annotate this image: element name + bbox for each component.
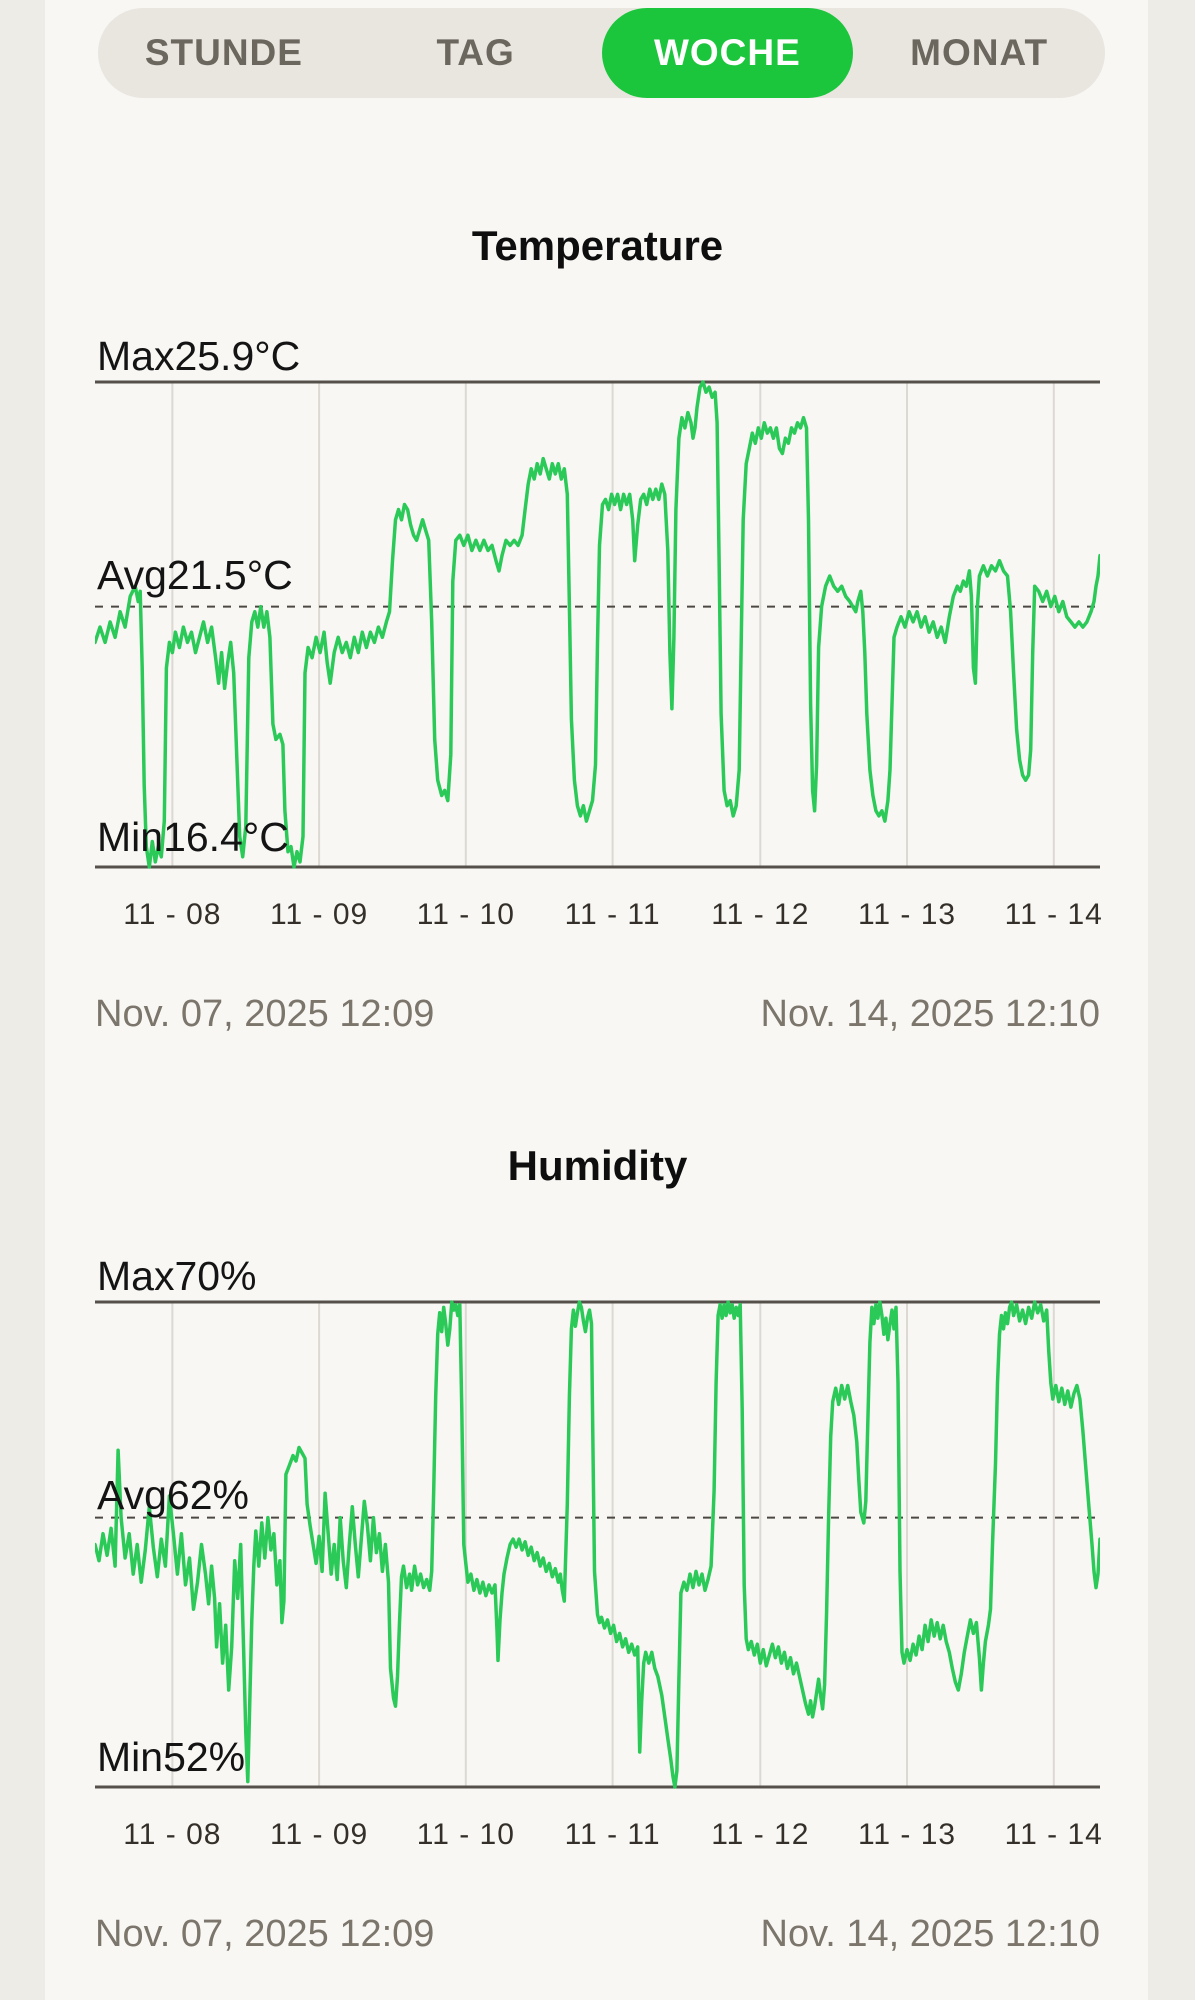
x-tick-label: 11 - 12 — [711, 1818, 810, 1851]
temperature-chart-title: Temperature — [471, 222, 724, 269]
temperature-avg-label: Avg21.5°C — [97, 552, 293, 598]
x-tick-label: 11 - 10 — [416, 1818, 515, 1851]
temperature-line-plot — [95, 380, 1100, 869]
left-edge-strip — [0, 0, 45, 2000]
humidity-max-label: Max70% — [97, 1253, 257, 1299]
temperature-max-label: Max25.9°C — [97, 333, 301, 379]
humidity-date-range: Nov. 07, 2025 12:09 Nov. 14, 2025 12:10 — [95, 1911, 1100, 1957]
x-tick-label: 11 - 14 — [1004, 898, 1103, 931]
tab-monat[interactable]: MONAT — [910, 32, 1049, 73]
x-tick-label: 11 - 09 — [270, 1818, 369, 1851]
x-tick-label: 11 - 13 — [857, 1818, 957, 1851]
humidity-chart-title: Humidity — [507, 1142, 688, 1189]
right-edge-strip — [1148, 0, 1195, 2000]
x-tick-label: 11 - 11 — [564, 1818, 661, 1851]
time-range-tabs: STUNDE TAG WOCHE MONAT — [98, 8, 1105, 98]
tab-stunde[interactable]: STUNDE — [144, 32, 303, 73]
humidity-chart-section: Humidity Max70% Avg62% Min52% 11 - 08 11 … — [95, 1142, 1103, 1972]
humidity-start-datetime: Nov. 07, 2025 12:09 — [95, 1913, 435, 1955]
x-tick-label: 11 - 09 — [270, 898, 369, 931]
x-tick-label: 11 - 11 — [564, 898, 661, 931]
x-tick-label: 11 - 12 — [711, 898, 810, 931]
humidity-min-label: Min52% — [97, 1734, 246, 1780]
x-tick-label: 11 - 13 — [857, 898, 957, 931]
temperature-x-axis-ticks: 11 - 08 11 - 09 11 - 10 11 - 11 11 - 12 11 - … — [95, 895, 1103, 935]
humidity-avg-label: Avg62% — [97, 1472, 249, 1518]
temperature-chart-section: Temperature Max25.9°C Avg21.5°C Min16.4°… — [95, 222, 1103, 1052]
temperature-start-datetime: Nov. 07, 2025 12:09 — [95, 993, 435, 1035]
x-tick-label: 11 - 08 — [123, 898, 222, 931]
temperature-min-label: Min16.4°C — [97, 814, 289, 860]
x-tick-label: 11 - 14 — [1004, 1818, 1103, 1851]
humidity-line-plot — [95, 1300, 1100, 1789]
temperature-date-range: Nov. 07, 2025 12:09 Nov. 14, 2025 12:10 — [95, 991, 1100, 1037]
x-tick-label: 11 - 08 — [123, 1818, 222, 1851]
tab-woche[interactable]: WOCHE — [601, 8, 854, 98]
tab-tag[interactable]: TAG — [436, 32, 515, 73]
temperature-end-datetime: Nov. 14, 2025 12:10 — [760, 993, 1100, 1035]
x-tick-label: 11 - 10 — [416, 898, 515, 931]
humidity-x-axis-ticks: 11 - 08 11 - 09 11 - 10 11 - 11 11 - 12 11 - … — [95, 1815, 1103, 1855]
humidity-end-datetime: Nov. 14, 2025 12:10 — [760, 1913, 1100, 1955]
